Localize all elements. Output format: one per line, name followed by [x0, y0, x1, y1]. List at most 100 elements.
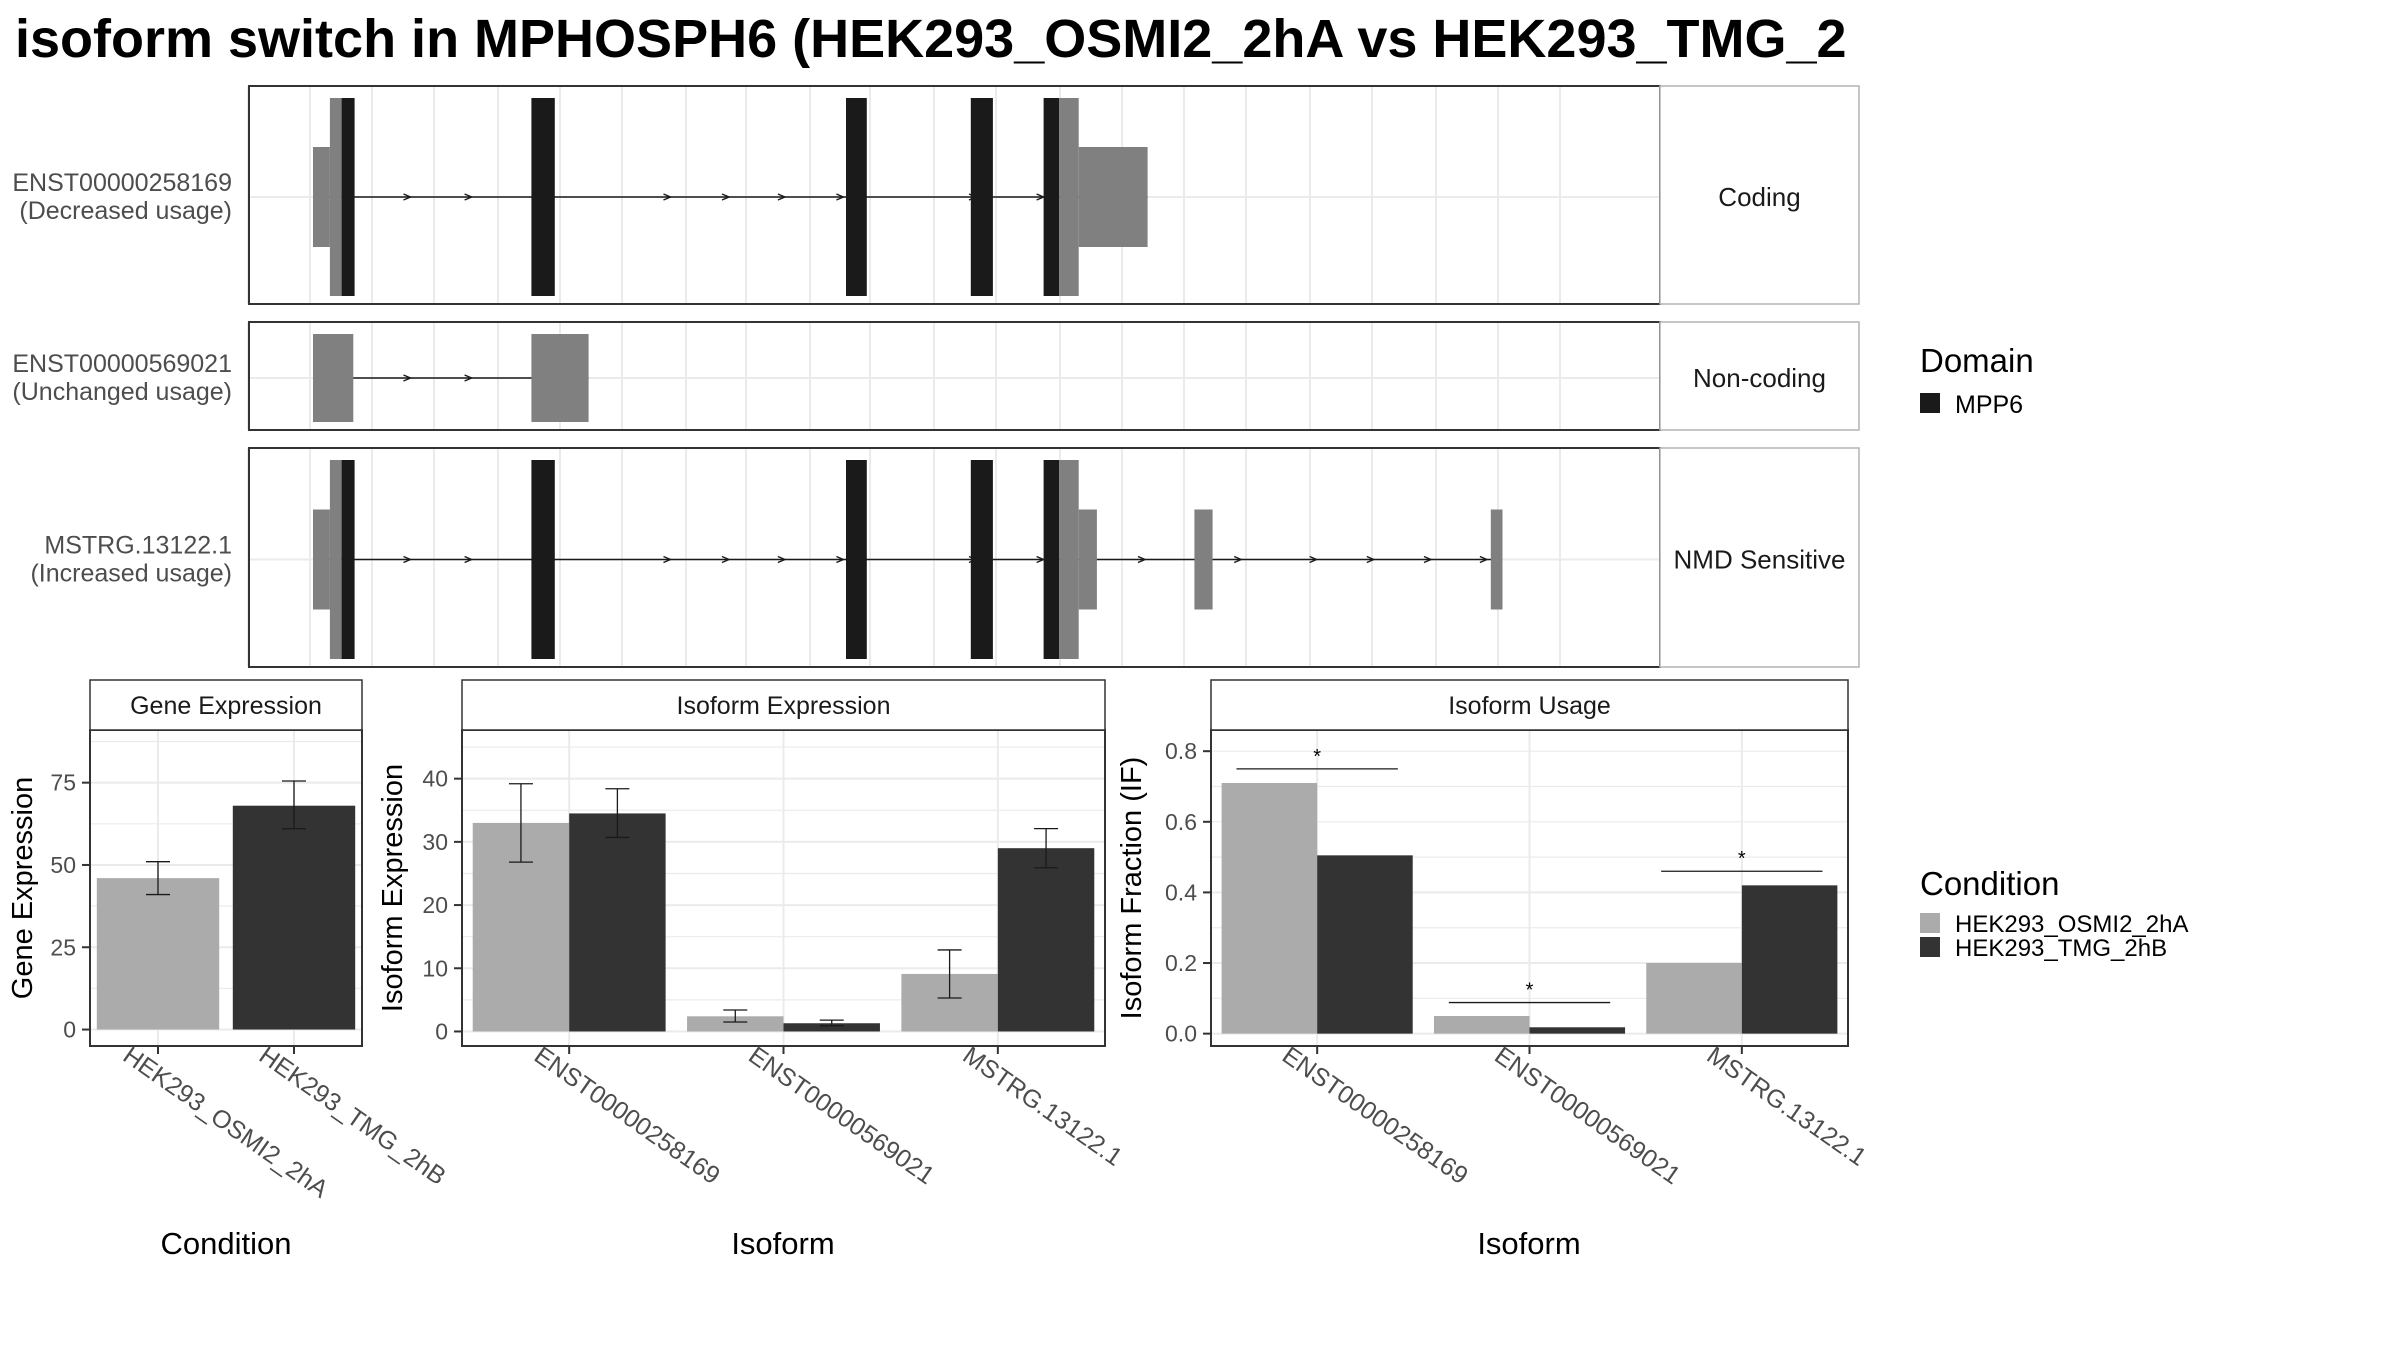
bar [687, 1016, 784, 1032]
y-tick-label: 50 [50, 852, 76, 878]
y-tick-label: 75 [50, 770, 76, 796]
exon-block [1194, 509, 1213, 610]
exon-block [846, 460, 867, 659]
y-axis-label: Gene Expression [7, 777, 39, 999]
exon-block [341, 98, 355, 296]
condition-legend-swatch [1920, 913, 1940, 933]
y-tick-label: 40 [422, 766, 448, 792]
strand-arrow [1423, 555, 1433, 564]
category-strip [1659, 85, 1860, 305]
strand-arrow [721, 193, 731, 201]
y-tick-label: 0.0 [1165, 1021, 1197, 1047]
panel-title: Isoform Expression [677, 692, 891, 720]
strand-arrow [777, 193, 787, 201]
panel-title-strip [89, 679, 363, 731]
significance-star: * [1738, 848, 1746, 870]
strand-arrow [403, 555, 413, 564]
bar [1221, 782, 1318, 1034]
strand-arrow [721, 555, 731, 564]
significance-star: * [1313, 746, 1321, 768]
isoform-label: (Increased usage) [30, 560, 232, 588]
bar [569, 813, 666, 1032]
exon-block [329, 460, 342, 659]
strand-arrow [1233, 555, 1243, 564]
exon-block [1490, 509, 1503, 610]
strand-arrow [1479, 555, 1489, 564]
y-tick-label: 25 [50, 934, 76, 960]
exon-block [1043, 98, 1060, 296]
isoform-label: (Decreased usage) [19, 197, 232, 225]
exon-block [1059, 98, 1079, 296]
isoform-category-label: Coding [1718, 182, 1800, 212]
isoform-category-label: Non-coding [1693, 363, 1826, 393]
structure-panel-bg [249, 322, 1660, 430]
isoform-label: ENST00000258169 [12, 169, 232, 197]
condition-legend-swatch [1920, 937, 1940, 957]
y-tick-label: 30 [422, 829, 448, 855]
domain-legend: Domain MPP6 [1920, 342, 2034, 419]
isoform-label: (Unchanged usage) [12, 378, 232, 406]
y-axis-label: Isoform Fraction (IF) [1116, 757, 1148, 1020]
strand-arrow [836, 193, 846, 201]
condition-legend-label: HEK293_TMG_2hB [1955, 935, 2167, 962]
panel-title-strip [1210, 679, 1849, 731]
strand-arrow [663, 555, 673, 564]
condition-legend-label: HEK293_OSMI2_2hA [1955, 911, 2188, 938]
strand-arrow [403, 193, 413, 201]
exon-block [329, 98, 342, 296]
strand-arrow [836, 555, 846, 564]
exon-block [531, 460, 555, 659]
exon-block [313, 509, 330, 610]
y-tick-label: 0.4 [1165, 879, 1197, 905]
x-axis-label: Isoform [1477, 1226, 1580, 1261]
exon-block [313, 334, 354, 422]
bar [1646, 963, 1742, 1034]
bar [783, 1023, 880, 1032]
y-tick-label: 10 [422, 955, 448, 981]
category-strip [1659, 447, 1860, 668]
exon-block [1078, 147, 1148, 247]
x-axis-label: Isoform [731, 1226, 834, 1261]
bar [997, 848, 1095, 1032]
strand-arrow [464, 374, 474, 382]
domain-legend-swatch [1920, 393, 1940, 413]
exon-block [1078, 509, 1097, 610]
exon-block [341, 460, 355, 659]
isoform-row: NMD Sensitive MSTRG.13122.1(Increased usa… [30, 447, 1860, 668]
panel-title-strip [461, 679, 1106, 731]
y-axis-label: Isoform Expression [377, 764, 409, 1012]
significance-star: * [1526, 980, 1534, 1002]
strand-arrow [1366, 555, 1376, 564]
structure-panel-bg [249, 448, 1660, 667]
y-tick-label: 0.2 [1165, 950, 1197, 976]
structure-panel-bg [249, 86, 1660, 304]
strand-arrow [403, 374, 413, 382]
exon-block [970, 460, 993, 659]
y-tick-label: 0.8 [1165, 738, 1197, 764]
exon-block [1043, 460, 1060, 659]
strand-arrow [663, 193, 673, 201]
exon-block [970, 98, 993, 296]
strand-arrow [464, 555, 474, 564]
y-tick-label: 0 [435, 1018, 448, 1044]
strand-arrow [1309, 555, 1319, 564]
isoform-row: Coding ENST00000258169(Decreased usage) [12, 85, 1860, 305]
bar [96, 878, 220, 1030]
exon-block [846, 98, 867, 296]
bar [1741, 885, 1838, 1034]
bar [1317, 855, 1413, 1034]
domain-legend-title: Domain [1920, 342, 2034, 379]
strand-arrow [1137, 555, 1147, 564]
bar [1529, 1027, 1626, 1034]
isoform-structure-plot: Coding ENST00000258169(Decreased usage) No… [12, 85, 1860, 668]
category-strip [1659, 321, 1860, 431]
strand-arrow [464, 193, 474, 201]
condition-legend-title: Condition [1920, 865, 2059, 902]
figure-title: isoform switch in MPHOSPH6 (HEK293_OSMI2… [15, 9, 1847, 69]
domain-legend-label: MPP6 [1955, 391, 2023, 419]
strand-arrow [777, 555, 787, 564]
isoform-row: Non-coding ENST00000569021(Unchanged usag… [12, 321, 1860, 431]
exon-block [1059, 460, 1079, 659]
